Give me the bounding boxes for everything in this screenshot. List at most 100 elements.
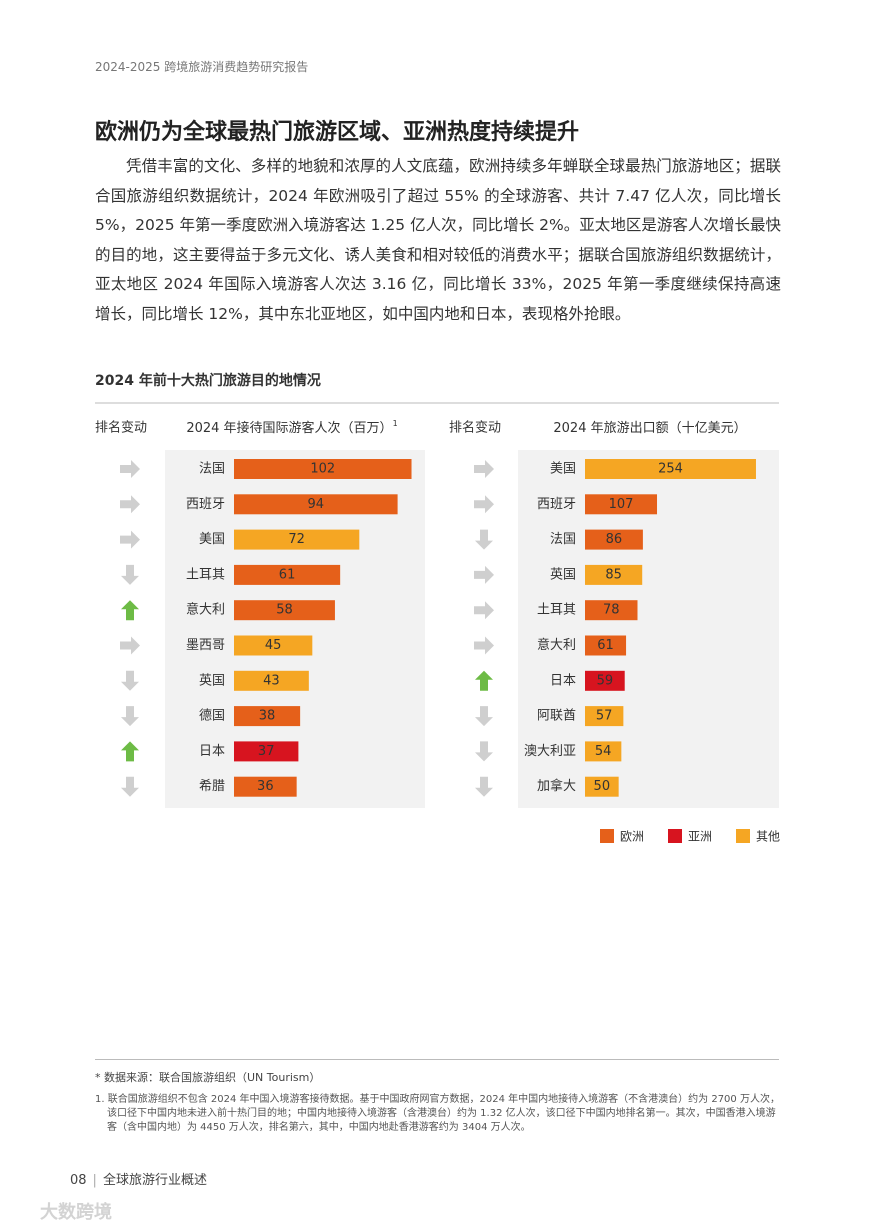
rank-arrow (120, 530, 140, 549)
category-label: 澳大利亚 (524, 743, 576, 759)
figure: 排名变动 2024 年接待国际游客人次（百万）1 法国 102 西班牙 94 美国 72 土耳其… (95, 402, 780, 844)
rank-arrow (474, 495, 494, 514)
value-label: 61 (597, 638, 614, 653)
rule (95, 1059, 779, 1060)
rank-arrow (475, 776, 493, 797)
legend-label: 亚洲 (688, 830, 712, 844)
chart-title: 2024 年旅游出口额（十亿美元） (553, 421, 746, 436)
category-label: 意大利 (537, 637, 576, 653)
value-label: 107 (609, 497, 634, 512)
rank-arrow (474, 565, 494, 584)
legend-swatch (736, 829, 750, 843)
bar (234, 529, 360, 550)
rank-arrow (121, 600, 139, 621)
category-label: 意大利 (186, 602, 225, 618)
value-label: 38 (259, 709, 276, 724)
rank-arrow (121, 706, 139, 727)
chart-title-text: 2024 年接待国际游客人次（百万） (186, 420, 392, 436)
page-section: 全球旅游行业概述 (102, 1173, 207, 1188)
bar (585, 564, 643, 585)
running-header: 2024-2025 跨境旅游消费趋势研究报告 (95, 60, 309, 74)
rank-arrow (475, 670, 493, 691)
bar (585, 600, 638, 621)
value-label: 61 (279, 567, 296, 582)
value-label: 58 (276, 603, 293, 618)
rank-arrow (120, 495, 140, 514)
bar (585, 494, 658, 515)
category-label: 英国 (199, 673, 225, 688)
legend-swatch (600, 829, 614, 843)
category-label: 法国 (199, 462, 225, 477)
bar (234, 564, 341, 585)
rank-arrow (474, 601, 494, 620)
body-text: 凭借丰富的文化、多样的地貌和浓厚的人文底蕴，欧洲持续多年蝉联全球最热门旅游地区；… (95, 157, 781, 323)
value-label: 86 (606, 532, 623, 547)
bar (585, 670, 625, 691)
bar (585, 776, 619, 797)
legend-label: 欧洲 (620, 830, 644, 844)
value-label: 43 (263, 673, 280, 688)
value-label: 54 (595, 744, 612, 759)
category-label: 阿联酋 (537, 708, 576, 724)
bar (234, 600, 335, 621)
value-label: 50 (594, 779, 611, 794)
category-label: 土耳其 (537, 603, 576, 618)
rank-arrow (474, 460, 494, 478)
category-label: 墨西哥 (186, 638, 225, 653)
bar (585, 741, 622, 762)
footnote: 1. 联合国旅游组织不包含 2024 年中国入境游客接待数据。基于中国政府网官方… (95, 1094, 780, 1133)
value-label: 72 (288, 532, 305, 547)
bar (585, 635, 627, 656)
category-label: 美国 (550, 462, 576, 477)
bar (234, 670, 309, 691)
figure-title: 2024 年前十大热门旅游目的地情况 (95, 373, 321, 389)
bar (234, 741, 299, 762)
value-label: 36 (257, 779, 274, 794)
page-footer: 08 | 全球旅游行业概述 (70, 1169, 207, 1188)
bar (585, 529, 643, 550)
category-label: 德国 (199, 709, 225, 724)
category-label: 英国 (550, 567, 576, 582)
legend-label: 其他 (756, 830, 780, 844)
rank-arrow (121, 776, 139, 797)
page-number: 08 (70, 1173, 87, 1188)
bar (234, 776, 297, 797)
bar (585, 706, 624, 727)
value-label: 102 (310, 462, 335, 477)
value-label: 57 (596, 709, 613, 724)
value-label: 45 (265, 638, 282, 653)
bar (234, 635, 313, 656)
rank-arrow (121, 741, 139, 762)
category-label: 日本 (199, 744, 225, 759)
legend-swatch (668, 829, 682, 843)
category-label: 美国 (199, 532, 225, 547)
rank-arrow (474, 636, 494, 655)
category-label: 希腊 (199, 779, 225, 794)
bar (234, 459, 412, 479)
rank-arrow (120, 636, 140, 655)
watermark: 大数跨境 (40, 1202, 112, 1223)
value-label: 37 (258, 744, 275, 759)
category-label: 日本 (550, 673, 576, 688)
rank-header: 排名变动 (449, 420, 501, 436)
category-label: 西班牙 (186, 497, 225, 512)
bar (585, 459, 756, 479)
separator: | (92, 1173, 97, 1188)
category-label: 加拿大 (537, 778, 576, 794)
rank-arrow (475, 529, 493, 550)
section-title: 欧洲仍为全球最热门旅游区域、亚洲热度持续提升 (95, 120, 580, 145)
category-label: 西班牙 (537, 497, 576, 512)
value-label: 59 (597, 673, 614, 688)
category-label: 土耳其 (186, 567, 225, 582)
rank-arrow (120, 460, 140, 478)
rank-arrow (475, 706, 493, 727)
rank-arrow (121, 670, 139, 691)
chart-title-note: 1 (393, 419, 398, 428)
value-label: 78 (603, 603, 620, 618)
rank-header: 排名变动 (95, 420, 147, 436)
rank-arrow (121, 564, 139, 585)
rank-arrow (475, 741, 493, 762)
chart-title: 2024 年接待国际游客人次（百万）1 (186, 419, 397, 436)
value-label: 254 (658, 462, 683, 477)
